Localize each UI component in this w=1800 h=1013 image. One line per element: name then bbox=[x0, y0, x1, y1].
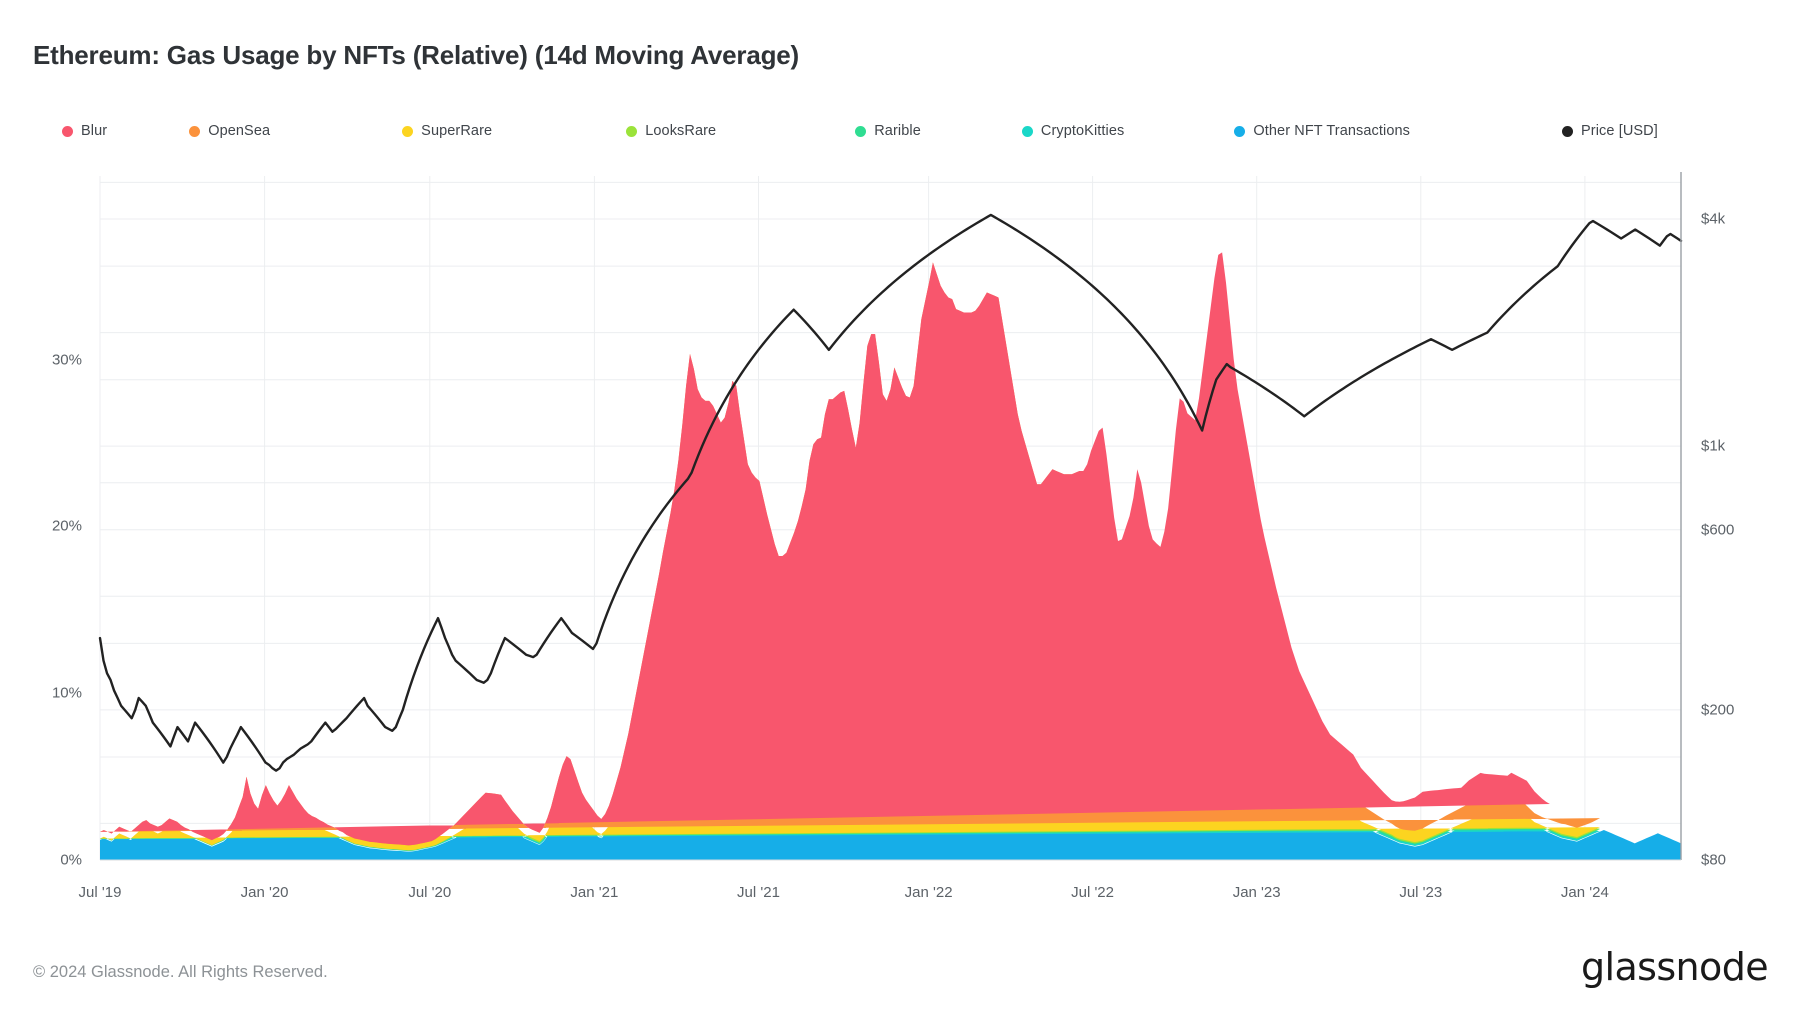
legend-swatch-icon bbox=[855, 125, 867, 137]
x-axis-tick-label: Jan '22 bbox=[904, 884, 953, 901]
legend-swatch-icon bbox=[1021, 125, 1033, 137]
legend-label: SuperRare bbox=[421, 123, 493, 139]
legend-label: Other NFT Transactions bbox=[1253, 123, 1411, 139]
x-axis-tick-label: Jul '20 bbox=[408, 884, 452, 901]
y-axis-left-tick-label: 20% bbox=[51, 517, 82, 535]
y-axis-right-tick-label: $4k bbox=[1701, 210, 1726, 228]
x-axis-tick-label: Jan '21 bbox=[570, 884, 619, 901]
legend-swatch-icon bbox=[1234, 125, 1246, 137]
legend-swatch-icon bbox=[189, 125, 201, 137]
glassnode-logo: glassnode bbox=[1581, 945, 1769, 989]
legend-label: Price [USD] bbox=[1581, 123, 1658, 139]
x-axis-tick-label: Jan '23 bbox=[1232, 884, 1281, 901]
legend-label: Rarible bbox=[874, 123, 921, 139]
area-series-blur bbox=[100, 252, 1550, 846]
y-axis-right-tick-label: $80 bbox=[1701, 851, 1727, 869]
x-axis-tick-label: Jan '24 bbox=[1560, 884, 1609, 901]
legend-label: OpenSea bbox=[208, 123, 271, 139]
legend-label: CryptoKitties bbox=[1040, 123, 1125, 139]
copyright-text: © 2024 Glassnode. All Rights Reserved. bbox=[33, 963, 328, 981]
y-axis-left-tick-label: 10% bbox=[51, 684, 82, 702]
y-axis-left-tick-label: 0% bbox=[60, 851, 82, 869]
x-axis-tick-label: Jul '19 bbox=[78, 884, 122, 901]
chart-legend: Blur OpenSea SuperRare LooksRare Rarible Cryp… bbox=[62, 121, 1658, 141]
page-title: Ethereum: Gas Usage by NFTs (Relative) (… bbox=[33, 40, 799, 70]
legend-swatch-icon bbox=[62, 125, 73, 137]
legend-item-other-nft-transactions[interactable]: Other NFT Transactions bbox=[1234, 123, 1410, 139]
x-axis-tick-label: Jul '22 bbox=[1071, 884, 1114, 901]
x-axis-tick-label: Jan '20 bbox=[240, 884, 289, 901]
y-axis-right-tick-label: $600 bbox=[1701, 521, 1735, 539]
y-axis-right-tick-label: $200 bbox=[1701, 701, 1735, 719]
legend-item-superrare[interactable]: SuperRare bbox=[402, 123, 492, 139]
legend-item-opensea[interactable]: OpenSea bbox=[189, 123, 270, 139]
x-axis-tick-label: Jul '21 bbox=[737, 884, 780, 901]
price-line-series bbox=[98, 213, 1683, 772]
legend-item-looksrare[interactable]: LooksRare bbox=[626, 123, 716, 139]
legend-label: LooksRare bbox=[645, 123, 717, 139]
x-axis-tick-label: Jul '23 bbox=[1399, 884, 1443, 901]
legend-label: Blur bbox=[81, 123, 108, 139]
legend-item-cryptokitties[interactable]: CryptoKitties bbox=[1021, 123, 1125, 139]
legend-swatch-icon bbox=[1562, 125, 1574, 137]
y-axis-right-tick-label: $1k bbox=[1701, 437, 1726, 455]
legend-item-price-usd[interactable]: Price [USD] bbox=[1562, 123, 1658, 139]
legend-swatch-icon bbox=[626, 125, 638, 137]
y-axis-left-tick-label: 30% bbox=[51, 351, 82, 368]
legend-item-blur[interactable]: Blur bbox=[62, 123, 107, 139]
legend-item-rarible[interactable]: Rarible bbox=[855, 123, 921, 139]
legend-swatch-icon bbox=[402, 125, 414, 137]
